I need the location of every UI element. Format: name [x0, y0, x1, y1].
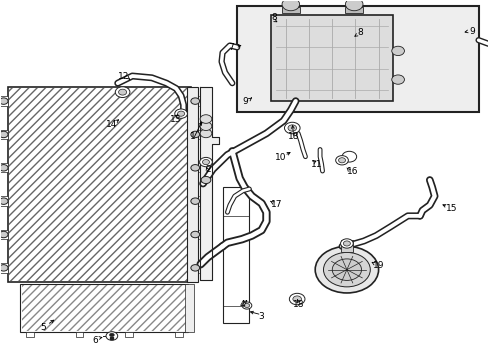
Circle shape	[244, 303, 249, 307]
Circle shape	[287, 125, 296, 131]
Bar	[20, 284, 188, 332]
Text: 9: 9	[242, 97, 248, 106]
Text: 1: 1	[190, 132, 196, 141]
Text: 16: 16	[346, 167, 358, 176]
Circle shape	[331, 259, 361, 280]
Bar	[0, 263, 8, 273]
Circle shape	[202, 159, 209, 165]
Polygon shape	[199, 87, 219, 280]
Bar	[190, 96, 199, 106]
Circle shape	[341, 151, 356, 162]
Text: 7: 7	[228, 43, 234, 52]
Circle shape	[323, 252, 369, 287]
Circle shape	[0, 231, 8, 238]
Text: 3: 3	[258, 312, 264, 321]
Text: 6: 6	[92, 336, 98, 345]
Text: 17: 17	[270, 199, 282, 208]
Bar	[174, 332, 182, 337]
Circle shape	[106, 332, 118, 340]
Circle shape	[292, 296, 301, 302]
Bar	[186, 87, 197, 282]
Bar	[9, 88, 189, 281]
Circle shape	[174, 109, 187, 118]
Bar	[190, 163, 199, 172]
Bar	[0, 96, 8, 106]
Circle shape	[190, 265, 199, 271]
Circle shape	[0, 165, 8, 171]
Bar	[0, 230, 8, 239]
Bar	[0, 197, 8, 206]
Circle shape	[315, 246, 378, 293]
Text: 5: 5	[41, 323, 46, 332]
Bar	[190, 230, 199, 239]
Text: 19: 19	[372, 261, 384, 270]
Text: 4: 4	[239, 300, 245, 309]
Text: 15: 15	[445, 204, 457, 213]
Circle shape	[335, 156, 347, 165]
Text: 9: 9	[469, 27, 475, 36]
Bar	[190, 130, 199, 139]
Circle shape	[190, 165, 199, 171]
Bar	[190, 197, 199, 206]
Bar	[0, 163, 8, 172]
Bar	[110, 337, 113, 339]
Text: 12: 12	[118, 72, 129, 81]
Bar	[26, 332, 34, 337]
Circle shape	[242, 302, 251, 309]
Circle shape	[391, 75, 404, 84]
Text: 14: 14	[106, 120, 117, 129]
Circle shape	[190, 198, 199, 204]
Bar	[0, 130, 8, 139]
Circle shape	[0, 198, 8, 204]
Circle shape	[200, 122, 211, 131]
Circle shape	[199, 157, 212, 167]
Text: 13: 13	[169, 114, 181, 123]
Bar	[8, 87, 190, 282]
Circle shape	[109, 333, 114, 337]
Text: 18: 18	[292, 300, 304, 309]
Circle shape	[343, 241, 350, 246]
Circle shape	[177, 111, 184, 116]
Circle shape	[391, 46, 404, 55]
Bar	[282, 7, 299, 13]
Text: 11: 11	[310, 160, 322, 169]
Text: 10: 10	[274, 153, 286, 162]
Bar	[190, 263, 199, 273]
Circle shape	[289, 293, 305, 305]
Bar	[125, 332, 133, 337]
Circle shape	[0, 131, 8, 138]
Text: 8: 8	[270, 13, 276, 22]
Circle shape	[200, 115, 211, 123]
Bar	[345, 7, 362, 13]
Circle shape	[340, 239, 352, 248]
Text: 2: 2	[204, 165, 210, 174]
Circle shape	[115, 87, 130, 98]
Bar	[340, 240, 352, 252]
Bar	[76, 332, 83, 337]
Circle shape	[190, 131, 199, 138]
Circle shape	[0, 98, 8, 104]
Circle shape	[345, 0, 362, 11]
Bar	[21, 285, 186, 331]
Circle shape	[190, 231, 199, 238]
Circle shape	[190, 98, 199, 104]
Circle shape	[284, 122, 300, 134]
Bar	[222, 187, 249, 323]
Bar	[271, 15, 392, 101]
Circle shape	[201, 176, 210, 184]
Circle shape	[282, 0, 299, 11]
Text: 18: 18	[287, 132, 299, 141]
Circle shape	[0, 265, 8, 271]
Circle shape	[338, 158, 345, 163]
Bar	[237, 6, 478, 112]
Circle shape	[200, 129, 211, 138]
Bar	[185, 284, 194, 332]
Text: 8: 8	[357, 28, 363, 37]
Circle shape	[118, 89, 126, 95]
